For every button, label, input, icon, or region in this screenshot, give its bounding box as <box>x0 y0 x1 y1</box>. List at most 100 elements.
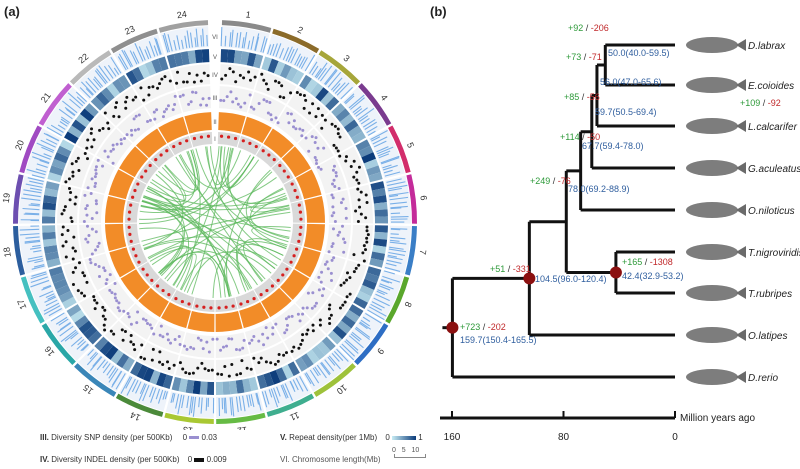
snp-point <box>96 244 100 248</box>
repeat-tick <box>60 329 77 343</box>
ring-vi-background <box>118 374 170 412</box>
indel-point <box>81 271 85 275</box>
indel-point <box>83 274 87 278</box>
indel-point <box>357 263 361 267</box>
chromosome-label: 17 <box>15 298 28 311</box>
repeat-heat-cell <box>348 304 364 317</box>
repeat-heat-cell <box>131 66 145 82</box>
chromosome-label: 6 <box>418 195 429 201</box>
repeat-heat-cell <box>42 238 57 247</box>
synteny-link <box>227 147 290 240</box>
repeat-tick <box>92 355 102 367</box>
synteny-link <box>142 156 255 247</box>
repeat-tick <box>358 322 368 330</box>
red-dot <box>290 182 294 186</box>
red-dot <box>145 273 149 277</box>
repeat-tick <box>246 395 250 408</box>
repeat-tick <box>304 54 316 72</box>
snp-point <box>141 317 145 321</box>
repeat-tick <box>33 264 45 268</box>
indel-point <box>320 126 324 130</box>
snp-point <box>115 299 119 303</box>
indel-point <box>187 72 191 76</box>
repeat-tick <box>50 124 64 133</box>
snp-point <box>129 322 133 326</box>
chromosome-band <box>385 276 410 324</box>
ring-vi-background <box>46 311 92 361</box>
snp-point <box>90 227 94 231</box>
repeat-heat-cell <box>56 145 72 158</box>
repeat-tick <box>333 350 344 361</box>
indel-point <box>210 368 214 372</box>
snp-point <box>122 136 126 140</box>
ring-iv-background <box>215 355 255 380</box>
repeat-tick <box>332 83 341 92</box>
indel-point <box>352 270 356 274</box>
indel-point <box>277 81 281 85</box>
repeat-tick <box>57 124 66 130</box>
snp-point <box>161 335 165 339</box>
red-dot <box>150 278 154 282</box>
repeat-heat-cell <box>359 284 375 297</box>
indel-point <box>106 121 110 125</box>
snp-point <box>88 258 92 262</box>
red-dot <box>297 239 301 243</box>
synteny-link <box>141 208 290 242</box>
repeat-heat-cell <box>261 56 272 71</box>
snp-point <box>94 202 98 206</box>
repeat-heat-cell <box>306 349 320 365</box>
chromosome-band <box>13 174 24 224</box>
red-dot <box>286 175 290 179</box>
synteny-link <box>205 146 282 261</box>
indel-point <box>345 295 349 299</box>
repeat-tick <box>188 396 193 416</box>
repeat-tick <box>205 397 208 411</box>
snp-point <box>333 220 337 224</box>
indel-point <box>64 255 68 259</box>
repeat-heat-cell <box>166 54 177 69</box>
indel-point <box>86 138 90 142</box>
repeat-tick <box>387 256 403 261</box>
snp-point <box>85 224 89 228</box>
repeat-heat-cell <box>156 372 167 387</box>
repeat-tick <box>314 366 321 376</box>
red-dot <box>192 136 197 141</box>
repeat-tick <box>108 368 119 383</box>
red-dot <box>137 260 141 264</box>
indel-point <box>278 95 282 99</box>
red-dot <box>241 139 245 143</box>
indel-point <box>295 90 299 94</box>
repeat-tick <box>135 381 142 394</box>
snp-point <box>201 347 205 351</box>
repeat-tick <box>111 370 122 386</box>
snp-point <box>301 312 305 316</box>
red-dot <box>248 141 252 146</box>
panel-b-label: (b) <box>430 4 447 19</box>
red-dot <box>226 135 231 139</box>
repeat-heat-cell <box>95 91 110 107</box>
repeat-tick <box>23 189 42 194</box>
repeat-tick <box>280 384 287 399</box>
chromosome-band <box>41 323 76 366</box>
ring-iii-background <box>83 157 115 194</box>
snp-point <box>266 336 270 340</box>
repeat-tick <box>305 372 315 387</box>
indel-point <box>77 168 81 172</box>
snp-point <box>306 291 310 295</box>
indel-point <box>184 371 188 375</box>
repeat-heat-cell <box>112 78 126 94</box>
repeat-heat-cell <box>199 381 208 395</box>
repeat-heat-cell <box>187 50 197 65</box>
calibration-node <box>446 321 459 334</box>
repeat-tick <box>181 395 185 409</box>
red-dot <box>254 144 258 149</box>
repeat-tick <box>132 51 140 64</box>
red-dot <box>297 203 301 207</box>
repeat-tick <box>312 367 319 377</box>
indel-point <box>355 178 359 182</box>
snp-point <box>222 99 226 103</box>
repeat-tick <box>368 306 387 317</box>
snp-point <box>268 100 272 104</box>
snp-point <box>166 338 170 342</box>
repeat-tick <box>336 348 349 362</box>
